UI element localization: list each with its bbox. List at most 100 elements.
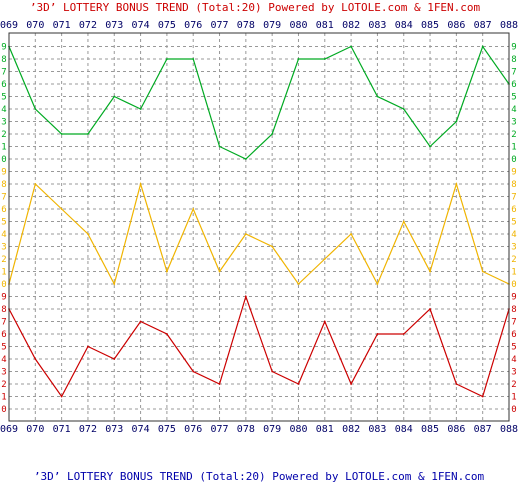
y-tick-label-right: 1 [511, 393, 516, 403]
y-tick-label-right: 7 [511, 68, 516, 78]
x-tick-label-bottom: 080 [289, 424, 307, 435]
data-point [350, 45, 353, 48]
y-tick-label-right: 6 [511, 330, 516, 340]
y-tick-label-left: 2 [1, 380, 6, 390]
y-tick-label-left: 6 [1, 80, 6, 90]
y-tick-label-right: 4 [511, 105, 516, 115]
x-tick-label-top: 079 [263, 20, 281, 31]
data-point [323, 258, 326, 260]
x-tick-label-bottom: 071 [53, 424, 71, 435]
y-tick-label-left: 3 [1, 118, 6, 128]
plot-area: 0 0 1 1 2 2 3 3 4 4 5 5 6 6 7 7 8 8 9 9 0 0 1 1 2 2 3 3 4 4 5 5 6 6 7 7 8 8 9 9… [0, 20, 518, 435]
x-tick-label-bottom: 087 [474, 424, 492, 435]
data-point [297, 58, 300, 60]
chart-title-top-label: ’3D’ LOTTERY BONUS TREND (Total:20) [30, 1, 262, 14]
data-point [376, 283, 379, 285]
data-point [455, 183, 458, 185]
y-tick-label-left: 0 [1, 280, 6, 290]
data-point [481, 395, 484, 398]
x-tick-label-bottom: 072 [79, 424, 97, 435]
y-tick-label-right: 8 [511, 305, 516, 315]
data-point [271, 133, 274, 135]
data-point [139, 108, 142, 110]
x-tick-label-top: 069 [0, 20, 18, 31]
x-tick-label-bottom: 086 [447, 424, 465, 435]
y-tick-label-left: 0 [1, 155, 6, 165]
data-point [429, 308, 431, 310]
x-tick-label-top: 083 [368, 20, 386, 31]
data-point [60, 133, 63, 135]
data-point [87, 345, 89, 348]
y-tick-label-left: 2 [1, 130, 6, 140]
x-tick-label-bottom: 081 [316, 424, 334, 435]
y-tick-label-right: 9 [511, 43, 516, 53]
data-point [165, 270, 168, 273]
y-tick-label-left: 1 [1, 393, 6, 403]
y-tick-label-right: 0 [511, 405, 516, 415]
chart-title-top: ’3D’ LOTTERY BONUS TREND (Total:20) Powe… [30, 1, 481, 14]
y-tick-label-right: 3 [511, 118, 516, 128]
data-point [297, 383, 300, 385]
y-tick-label-left: 0 [1, 405, 6, 415]
data-point [376, 333, 379, 335]
data-point [192, 58, 195, 60]
data-point [244, 158, 247, 160]
y-tick-label-right: 0 [511, 280, 516, 290]
x-tick-label-bottom: 074 [132, 424, 150, 435]
y-tick-label-right: 6 [511, 80, 516, 90]
series-line [8, 294, 510, 398]
data-point [34, 183, 37, 185]
data-point [218, 383, 221, 385]
series-line [8, 181, 510, 286]
y-tick-label-left: 7 [1, 193, 6, 203]
y-tick-label-left: 4 [1, 355, 6, 365]
data-point [271, 245, 274, 248]
data-point [271, 370, 274, 373]
y-tick-label-left: 8 [1, 305, 6, 315]
x-tick-label-top: 077 [210, 20, 228, 31]
x-tick-label-top: 085 [421, 20, 439, 31]
y-tick-label-left: 9 [1, 293, 6, 303]
y-tick-label-left: 4 [1, 105, 6, 115]
data-point [429, 270, 431, 273]
data-point [455, 383, 458, 385]
y-tick-label-left: 1 [1, 143, 6, 153]
data-point [323, 320, 326, 323]
chart-title-bottom: ’3D’ LOTTERY BONUS TREND (Total:20) Powe… [34, 470, 485, 483]
x-tick-label-top: 080 [289, 20, 307, 31]
data-point [350, 383, 353, 385]
data-point [218, 270, 221, 273]
data-point [402, 108, 405, 110]
y-tick-label-left: 6 [1, 330, 6, 340]
y-tick-label-left: 9 [1, 168, 6, 178]
data-point [244, 295, 247, 298]
x-tick-label-bottom: 078 [237, 424, 255, 435]
y-tick-label-right: 5 [511, 93, 516, 103]
y-tick-label-right: 5 [511, 343, 516, 353]
data-point [87, 133, 89, 135]
chart-powered-bottom: Powered by LOTOLE.com & 1FEN.com [272, 470, 484, 483]
y-tick-label-right: 0 [511, 155, 516, 165]
data-point [34, 108, 37, 110]
data-point [139, 183, 142, 185]
y-tick-label-left: 7 [1, 68, 6, 78]
x-tick-label-bottom: 083 [368, 424, 386, 435]
y-tick-label-left: 5 [1, 218, 6, 228]
data-point [34, 358, 37, 360]
y-tick-label-left: 5 [1, 343, 6, 353]
data-point [481, 45, 484, 48]
chart-title-top-gap [262, 1, 269, 14]
x-tick-label-bottom: 085 [421, 424, 439, 435]
data-point [60, 208, 63, 210]
x-tick-label-top: 075 [158, 20, 176, 31]
y-tick-label-right: 2 [511, 255, 516, 265]
y-tick-label-right: 9 [511, 168, 516, 178]
data-point [402, 333, 405, 335]
chart-title-bottom-label: ’3D’ LOTTERY BONUS TREND (Total:20) [34, 470, 266, 483]
y-tick-label-right: 3 [511, 243, 516, 253]
x-tick-label-top: 078 [237, 20, 255, 31]
data-point [87, 233, 89, 235]
data-point [402, 220, 405, 223]
x-tick-label-top: 073 [105, 20, 123, 31]
data-point [455, 120, 458, 123]
